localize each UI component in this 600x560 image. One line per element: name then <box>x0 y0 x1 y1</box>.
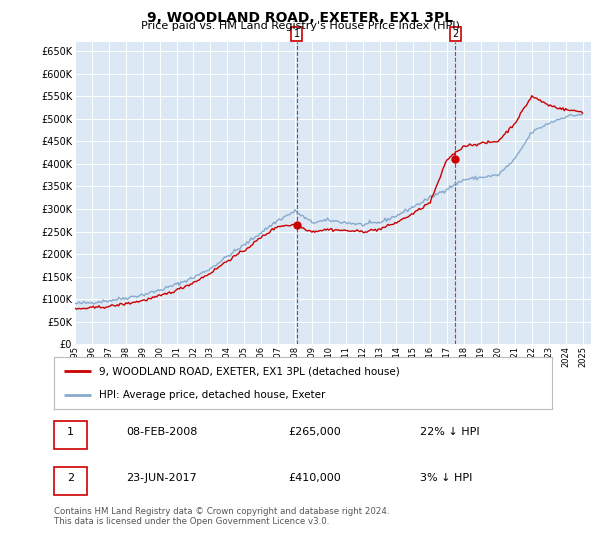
Text: 1: 1 <box>293 29 299 39</box>
Text: Contains HM Land Registry data © Crown copyright and database right 2024.
This d: Contains HM Land Registry data © Crown c… <box>54 507 389 526</box>
Text: 9, WOODLAND ROAD, EXETER, EX1 3PL: 9, WOODLAND ROAD, EXETER, EX1 3PL <box>147 11 453 25</box>
Text: £410,000: £410,000 <box>288 473 341 483</box>
Text: 23-JUN-2017: 23-JUN-2017 <box>126 473 197 483</box>
Text: £265,000: £265,000 <box>288 427 341 437</box>
Text: HPI: Average price, detached house, Exeter: HPI: Average price, detached house, Exet… <box>99 390 325 400</box>
Text: 08-FEB-2008: 08-FEB-2008 <box>126 427 197 437</box>
Text: 1: 1 <box>67 427 74 437</box>
Text: 22% ↓ HPI: 22% ↓ HPI <box>420 427 479 437</box>
Text: 9, WOODLAND ROAD, EXETER, EX1 3PL (detached house): 9, WOODLAND ROAD, EXETER, EX1 3PL (detac… <box>99 366 400 376</box>
Text: 2: 2 <box>452 29 458 39</box>
Text: 3% ↓ HPI: 3% ↓ HPI <box>420 473 472 483</box>
Text: Price paid vs. HM Land Registry's House Price Index (HPI): Price paid vs. HM Land Registry's House … <box>140 21 460 31</box>
Text: 2: 2 <box>67 473 74 483</box>
